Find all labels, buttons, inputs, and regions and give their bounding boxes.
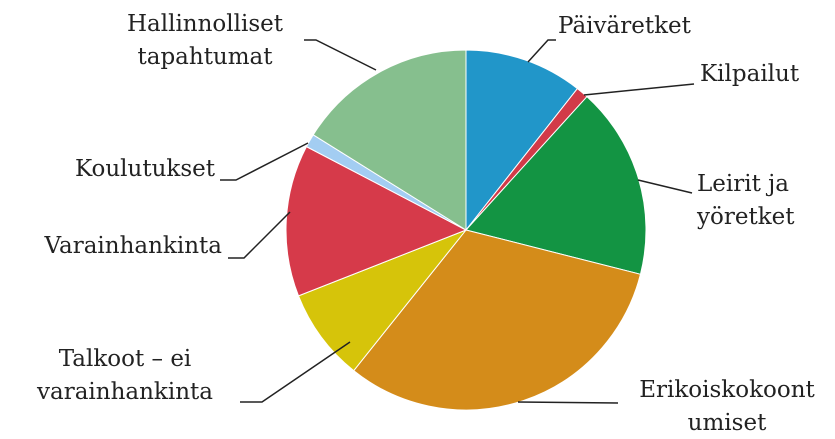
- leader-line: [517, 401, 619, 404]
- pie-slice: [465, 95, 647, 275]
- slice-label: Koulutukset: [75, 156, 216, 182]
- leader-line: [240, 341, 351, 403]
- slice-label: Päiväretket: [558, 13, 692, 39]
- pie-slice: [353, 229, 642, 411]
- slice-label: Varainhankinta: [44, 233, 223, 259]
- leader-line: [304, 39, 377, 71]
- slice-label: Talkoot – ei varainhankinta: [36, 346, 213, 405]
- leader-line: [527, 39, 556, 63]
- slice-label: Erikoiskokoont umiset: [639, 377, 815, 436]
- slice-label: Hallinnolliset tapahtumat: [127, 11, 284, 70]
- leader-line: [637, 179, 693, 194]
- leader-line: [583, 83, 695, 96]
- leader-line: [228, 211, 291, 259]
- pie-slice: [465, 49, 579, 232]
- pie-slice: [312, 49, 467, 231]
- slice-label: Leirit ja yöretket: [696, 171, 795, 230]
- leader-lines: [220, 39, 695, 404]
- pie-slice: [297, 228, 468, 372]
- leader-line: [220, 142, 309, 181]
- slice-label: Kilpailut: [700, 61, 800, 87]
- slices: [285, 49, 647, 411]
- pie-slice: [285, 145, 468, 297]
